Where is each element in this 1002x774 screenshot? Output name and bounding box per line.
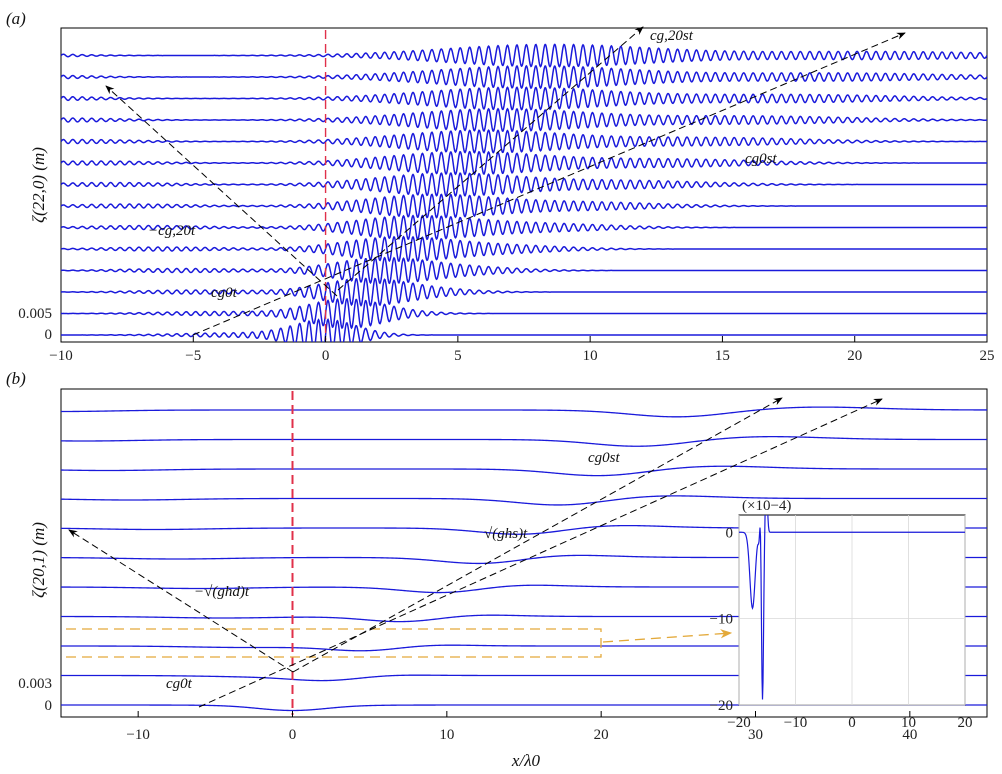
panel-a-arrow-cg0st <box>192 32 906 336</box>
inset-ytick-2: −20 <box>710 698 733 714</box>
panel-b-x-ticks: −10 0 10 20 30 40 <box>126 711 917 743</box>
panel-b-inset: −20 −10 0 10 20 0 −10 −20 (×10−4) <box>710 498 973 731</box>
panel-a-xtick-7: 25 <box>980 348 995 364</box>
panel-b-ytick-1: 0.003 <box>18 676 52 692</box>
panel-b-highlight-bracket <box>66 628 602 658</box>
panel-b-xtick-5: 40 <box>902 727 917 743</box>
panel-b-xtick-0: −10 <box>126 727 149 743</box>
panel-b-trace <box>61 436 987 447</box>
inset-ytick-0: 0 <box>726 525 734 541</box>
panel-a-ytick-1: 0.005 <box>18 306 52 322</box>
panel-b-xtick-3: 20 <box>594 727 609 743</box>
panel-b-frame <box>60 388 988 718</box>
panel-b-trace <box>61 406 987 418</box>
panel-a-annotation-cg0t: cg0t <box>211 285 238 301</box>
panel-b-annotation-cg0st: cg0st <box>588 450 620 466</box>
panel-b-arrow-cg0st <box>198 398 883 708</box>
panel-b-annotation-minus-sqrt-ghd: −√(ghd)t <box>194 584 250 600</box>
panel-a-trace <box>61 107 987 132</box>
panel-b-highlight-arrow <box>602 629 733 643</box>
panel-a-arrow-minus-cg20t <box>105 85 338 297</box>
panel-b-ytick-0: 0 <box>45 698 53 714</box>
inset-xtick-3: 10 <box>901 715 916 731</box>
panel-a-trace <box>61 150 987 176</box>
panel-b-xtick-4: 30 <box>748 727 763 743</box>
panel-a-trace <box>61 256 987 285</box>
panel-a-trace <box>61 214 987 241</box>
panel-a-arrow-cg20st <box>337 26 644 291</box>
inset-curve <box>739 515 965 700</box>
panel-a-trace <box>61 277 987 307</box>
panel-b-xlabel: x/λ0 <box>511 751 541 770</box>
panel-a-xtick-6: 20 <box>847 348 862 364</box>
panel-a: (a) −10 −5 0 5 10 15 20 25 0 0.005 ζ(22,0) (m) … <box>6 9 995 364</box>
panel-a-xtick-4: 10 <box>583 348 598 364</box>
panel-a-xtick-5: 15 <box>715 348 730 364</box>
panel-a-annotation-cg0st: cg0st <box>745 151 777 167</box>
panel-a-trace <box>61 193 987 219</box>
panel-a-trace <box>61 64 987 90</box>
panel-b-annotation-cg0t: cg0t <box>166 676 193 692</box>
panel-a-annotation-minus-cg20t: −cg,20t <box>148 223 196 239</box>
panel-a-ytick-0: 0 <box>45 327 53 343</box>
panel-b-annotation-sqrt-ghs: √(ghs)t <box>484 526 528 542</box>
panel-a-trace <box>61 297 987 330</box>
inset-xtick-2: 0 <box>848 715 856 731</box>
panel-a-trace <box>61 129 987 154</box>
panel-a-annotation-cg20st: cg,20st <box>650 28 694 44</box>
inset-ticks: −20 −10 0 10 20 0 −10 −20 <box>710 525 973 731</box>
panel-b-label: (b) <box>6 369 26 388</box>
panel-a-ylabel: ζ(22,0) (m) <box>29 147 48 223</box>
panel-b-trace <box>61 704 987 712</box>
panel-b-trace <box>61 465 987 477</box>
panel-a-x-ticks: −10 −5 0 5 10 15 20 25 <box>49 336 995 364</box>
panel-b-xtick-1: 0 <box>289 727 297 743</box>
panel-a-xtick-0: −10 <box>49 348 72 364</box>
panel-b-arrow-minus-sqrt-ghd <box>68 529 294 673</box>
inset-ytick-1: −10 <box>710 612 733 628</box>
panel-a-trace <box>61 43 987 68</box>
panel-a-trace <box>61 86 987 111</box>
panel-b-xtick-2: 10 <box>439 727 454 743</box>
panel-a-label: (a) <box>6 9 26 28</box>
panel-a-trace <box>61 172 987 198</box>
inset-multiplier: (×10−4) <box>742 498 791 514</box>
panel-a-xtick-1: −5 <box>185 348 201 364</box>
panel-b-arrow-sqrt-ghs <box>292 397 783 673</box>
panel-b-trace <box>61 495 987 506</box>
inset-xtick-0: −20 <box>727 715 750 731</box>
panel-a-xtick-3: 5 <box>454 348 462 364</box>
inset-xtick-1: −10 <box>784 715 807 731</box>
panel-a-trace <box>61 318 987 342</box>
panel-a-xtick-2: 0 <box>322 348 330 364</box>
panel-b: (b) −10 0 10 20 30 40 0 0.003 ζ(20,1) (m) x/λ… <box>6 369 988 770</box>
panel-a-traces <box>61 43 987 342</box>
panel-a-trace <box>61 235 987 263</box>
panel-b-ylabel: ζ(20,1) (m) <box>29 522 48 598</box>
inset-xtick-4: 20 <box>958 715 973 731</box>
